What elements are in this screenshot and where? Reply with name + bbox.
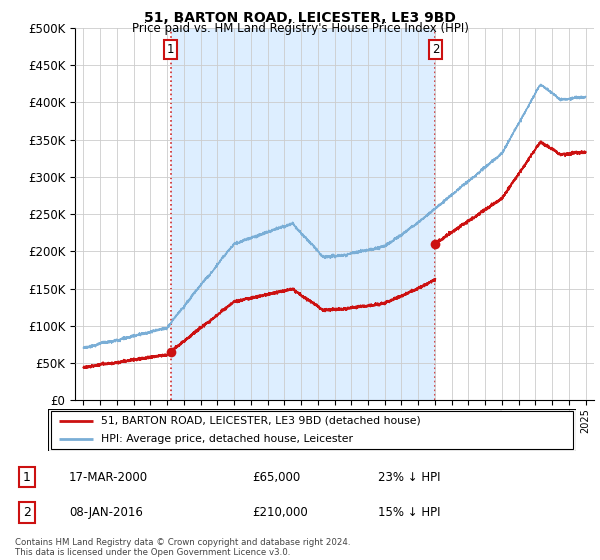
Text: 2: 2 (23, 506, 31, 519)
Bar (170, 28, 436, 400)
Text: £210,000: £210,000 (252, 506, 308, 519)
Text: 1: 1 (23, 470, 31, 484)
FancyBboxPatch shape (50, 411, 574, 449)
Text: 51, BARTON ROAD, LEICESTER, LE3 9BD (detached house): 51, BARTON ROAD, LEICESTER, LE3 9BD (det… (101, 416, 421, 426)
Text: 2: 2 (432, 43, 439, 56)
Text: HPI: Average price, detached house, Leicester: HPI: Average price, detached house, Leic… (101, 434, 353, 444)
Text: 51, BARTON ROAD, LEICESTER, LE3 9BD: 51, BARTON ROAD, LEICESTER, LE3 9BD (144, 11, 456, 25)
Text: 1: 1 (167, 43, 175, 56)
Text: Price paid vs. HM Land Registry's House Price Index (HPI): Price paid vs. HM Land Registry's House … (131, 22, 469, 35)
Text: 17-MAR-2000: 17-MAR-2000 (69, 470, 148, 484)
Text: 23% ↓ HPI: 23% ↓ HPI (378, 470, 440, 484)
Text: 08-JAN-2016: 08-JAN-2016 (69, 506, 143, 519)
Text: 15% ↓ HPI: 15% ↓ HPI (378, 506, 440, 519)
Text: £65,000: £65,000 (252, 470, 300, 484)
Text: Contains HM Land Registry data © Crown copyright and database right 2024.
This d: Contains HM Land Registry data © Crown c… (15, 538, 350, 557)
